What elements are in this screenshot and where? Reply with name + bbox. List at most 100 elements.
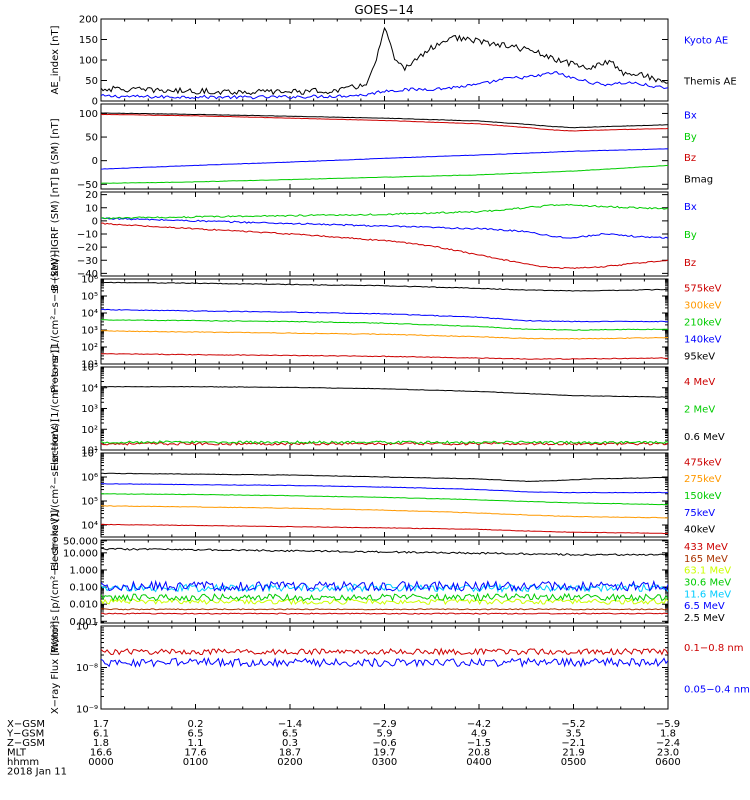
- ephemeris-value: 5.9: [377, 729, 393, 740]
- series-line: [101, 582, 668, 594]
- series-line: [101, 483, 668, 494]
- y-tick-label: 10⁷: [81, 449, 98, 460]
- ephemeris-value: 6.5: [188, 729, 204, 740]
- legend-entry: 210keV: [684, 318, 722, 329]
- series-line: [101, 71, 668, 100]
- y-tick-label: 0.001: [69, 617, 98, 628]
- legend-entry: Bz: [684, 258, 696, 269]
- series-line: [101, 353, 668, 360]
- ephemeris-value: 18.7: [279, 748, 301, 759]
- y-tick-label: 0: [92, 97, 98, 108]
- series-line: [101, 385, 668, 398]
- panel-frame: [100, 625, 669, 710]
- legend-entry: Bz: [684, 153, 696, 164]
- y-tick-label: 10: [85, 203, 98, 214]
- series-line: [101, 505, 668, 519]
- y-tick-label: 10⁴: [81, 521, 98, 532]
- series-line: [101, 547, 668, 557]
- ephemeris-value: −2.9: [372, 719, 396, 730]
- panel-frame: [100, 18, 669, 102]
- ephemeris-value: 16.6: [90, 748, 112, 759]
- y-axis-label: Protons [p/(cm²−s−sr−keV)]: [50, 510, 61, 653]
- y-tick-label: 50: [85, 76, 98, 87]
- y-tick-label: 10⁻⁸: [76, 663, 98, 674]
- y-tick-label: 10⁵: [81, 363, 98, 374]
- series-line: [101, 26, 668, 96]
- ephemeris-value: 6.5: [282, 729, 298, 740]
- y-axis-label: Protons [1/(cm²−s−sr−keV)]: [50, 250, 61, 393]
- ephemeris-row-label: Y−GSM: [6, 729, 44, 740]
- y-tick-label: 10⁵: [81, 497, 98, 508]
- legend-entry: 475keV: [684, 457, 722, 468]
- ephemeris-value: 0100: [183, 757, 208, 768]
- ephemeris-value: 1.7: [93, 719, 109, 730]
- ephemeris-row-label: Z−GSM: [7, 738, 45, 749]
- y-tick-label: 10³: [81, 404, 98, 415]
- series-line: [101, 203, 668, 220]
- legend-entry: 165 MeV: [684, 554, 728, 565]
- legend-entry: 0.6 MeV: [684, 432, 725, 443]
- ephemeris-value: 0500: [561, 757, 586, 768]
- y-tick-label: −30: [77, 256, 98, 267]
- y-tick-label: 0.010: [69, 600, 98, 611]
- legend-entry: Bx: [684, 202, 697, 213]
- ephemeris-value: 1.8: [660, 729, 676, 740]
- panel-frame: [100, 366, 669, 451]
- y-tick-label: 10²: [81, 343, 98, 354]
- series-line: [101, 330, 668, 340]
- legend-entry: 140keV: [684, 335, 722, 346]
- ephemeris-row-label: X−GSM: [7, 719, 45, 730]
- y-tick-label: 20: [85, 190, 98, 201]
- series-line: [101, 579, 668, 593]
- legend-entry: By: [684, 132, 697, 143]
- y-axis-label: B (SM) [nT]: [50, 118, 61, 174]
- y-tick-label: 10⁶: [81, 275, 98, 286]
- ephemeris-value: 0.2: [188, 719, 204, 730]
- ephemeris-value: −2.4: [656, 738, 680, 749]
- y-tick-label: 10⁴: [81, 383, 98, 394]
- ephemeris-value: 0200: [277, 757, 302, 768]
- ephemeris-value: 6.1: [93, 729, 109, 740]
- panel-mage: 10⁴ 10⁵ 10⁶ 10⁷ Electrons [1/(cm²−s−sr−keV)]…: [50, 419, 722, 571]
- ephemeris-value: −5.9: [656, 719, 680, 730]
- y-tick-label: 10⁶: [81, 473, 98, 484]
- y-tick-label: 10²: [81, 425, 98, 436]
- y-tick-label: 50: [85, 133, 98, 144]
- ephemeris-value: 0600: [655, 757, 680, 768]
- panel-bdiff: −40 −30 −20 −10 0 10 20 B (SM)−IGRF (SM) [nT] Bx…: [50, 177, 697, 291]
- series-line: [101, 217, 668, 239]
- ephemeris-value: 1.8: [93, 738, 109, 749]
- panel-hep: 0.001 0.010 0.100 1.000 10.00050.000Protons …: [50, 510, 731, 653]
- series-line: [101, 493, 668, 506]
- y-axis-label: X−ray Flux [W/m²]: [50, 621, 61, 714]
- legend-entry: 6.5 MeV: [684, 601, 725, 612]
- y-tick-label: 10.000: [63, 548, 98, 559]
- y-tick-label: 10³: [81, 326, 98, 337]
- ephemeris-value: 1.1: [188, 738, 204, 749]
- ephemeris-row-label: MLT: [7, 748, 27, 759]
- y-tick-label: 50.000: [63, 536, 98, 547]
- series-line: [101, 112, 668, 129]
- legend-entry: 11.6 MeV: [684, 589, 731, 600]
- legend-entry: Kyoto AE: [684, 36, 728, 47]
- legend-entry: 63.1 MeV: [684, 566, 731, 577]
- y-axis-label: Electrons [1/(cm²−s−sr−keV)]: [50, 419, 61, 571]
- ephemeris-value: 0.3: [282, 738, 298, 749]
- plot-title: GOES−14: [354, 3, 413, 17]
- ephemeris-value: −1.5: [467, 738, 491, 749]
- panel-epead: 10¹ 10² 10³ 10⁴ 10⁵ Electrons [1/(cm²−s−sr)] 4…: [50, 346, 725, 471]
- legend-entry: 150keV: [684, 491, 722, 502]
- series-line: [101, 319, 668, 331]
- series-line: [101, 612, 668, 615]
- ephemeris-value: −2.1: [561, 738, 585, 749]
- ephemeris-value: −0.6: [372, 738, 396, 749]
- ephemeris-value: 23.0: [657, 748, 679, 759]
- series-line: [101, 281, 668, 292]
- legend-entry: 30.6 MeV: [684, 578, 731, 589]
- series-line: [101, 592, 668, 602]
- series-line: [101, 148, 668, 170]
- panel-ae: 0 50 100 150 200 AE_index [nT] Kyoto AE Themis …: [50, 15, 737, 108]
- legend-entry: 433 MeV: [684, 542, 728, 553]
